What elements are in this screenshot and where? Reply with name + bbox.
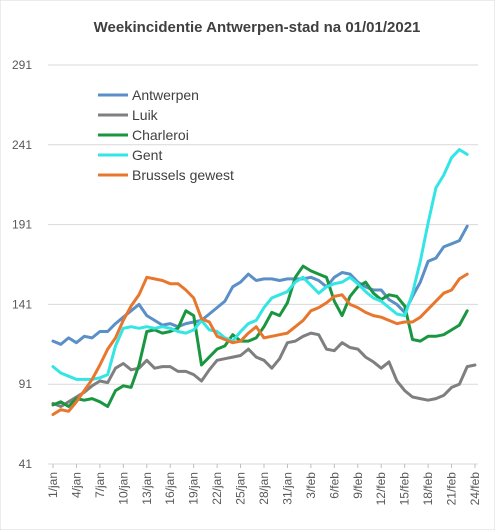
legend-label-gent: Gent [132, 147, 162, 163]
x-tick-label: 4/jan [69, 472, 83, 498]
legend: Antwerpen Luik Charleroi Gent Brussels gewes… [98, 87, 234, 183]
y-tick-label: 241 [12, 138, 32, 152]
x-tick-label: 31/jan [280, 472, 294, 505]
y-tick-label: 191 [12, 218, 32, 232]
y-tick-label: 291 [12, 58, 32, 72]
legend-label-antwerpen: Antwerpen [132, 87, 199, 103]
series-lines [51, 148, 477, 416]
x-tick-label: 12/feb [374, 472, 388, 506]
x-tick-label: 9/feb [351, 472, 365, 499]
x-tick-label: 7/jan [93, 472, 107, 498]
x-axis-ticks: 1/jan 4/jan 7/jan 10/jan 13/jan 16/jan 19/jan 2… [46, 464, 482, 505]
x-tick-label: 24/feb [468, 472, 482, 506]
x-tick-label: 19/jan [187, 472, 201, 505]
y-axis-ticks: 41 91 141 191 241 291 [12, 58, 32, 471]
y-tick-label: 41 [19, 457, 33, 471]
series-line-gent [51, 148, 469, 381]
x-tick-label: 10/jan [116, 472, 130, 505]
legend-label-charleroi: Charleroi [132, 127, 189, 143]
x-tick-label: 1/jan [46, 472, 60, 498]
x-tick-label: 22/jan [210, 472, 224, 505]
gridlines [48, 64, 478, 465]
x-tick-label: 15/feb [398, 472, 412, 506]
legend-label-luik: Luik [132, 107, 159, 123]
x-tick-label: 18/feb [421, 472, 435, 506]
x-tick-label: 25/jan [234, 472, 248, 505]
series-line-brussels-gewest [51, 272, 469, 416]
series-line-luik [51, 331, 477, 408]
x-tick-label: 16/jan [163, 472, 177, 505]
y-tick-label: 91 [19, 377, 33, 391]
legend-label-brussels-gewest: Brussels gewest [132, 167, 234, 183]
x-tick-label: 3/feb [304, 472, 318, 499]
chart-title: Weekincidentie Antwerpen-stad na 01/01/2… [94, 19, 421, 36]
x-tick-label: 13/jan [140, 472, 154, 505]
x-tick-label: 28/jan [257, 472, 271, 505]
x-tick-label: 21/feb [445, 472, 459, 506]
series-line-antwerpen [51, 224, 469, 346]
x-tick-label: 6/feb [327, 472, 341, 499]
y-tick-label: 141 [12, 297, 32, 311]
